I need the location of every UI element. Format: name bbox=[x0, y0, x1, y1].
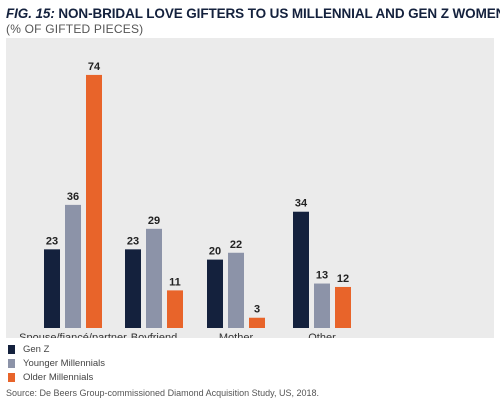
category-labels-group: Spouse/fiancé/partner Boyfriend Mother Othe… bbox=[19, 332, 336, 338]
bar-spouse-fianc-partner-younger-millennials bbox=[65, 204, 81, 328]
chart-subtitle: (% OF GIFTED PIECES) bbox=[6, 22, 144, 36]
bar-mother-older-millennials bbox=[249, 317, 265, 328]
value-label-boyfriend-older-millennials: 11 bbox=[169, 276, 181, 288]
legend-label-older-millennials: Older Millennials bbox=[23, 371, 94, 383]
bar-mother-gen-z bbox=[207, 259, 223, 328]
value-label-spouse-fianc-partner-gen-z: 23 bbox=[46, 235, 58, 247]
bar-spouse-fianc-partner-gen-z bbox=[44, 249, 60, 328]
category-label-other: Other bbox=[308, 332, 336, 338]
legend-swatch-gen-z bbox=[8, 344, 15, 354]
value-label-spouse-fianc-partner-younger-millennials: 36 bbox=[67, 191, 79, 203]
bar-other-gen-z bbox=[293, 211, 309, 328]
bar-spouse-fianc-partner-older-millennials bbox=[86, 74, 102, 328]
bar-mother-younger-millennials bbox=[228, 252, 244, 328]
bar-boyfriend-older-millennials bbox=[167, 290, 183, 328]
legend-label-younger-millennials: Younger Millennials bbox=[23, 357, 106, 369]
legend-swatch-older-millennials bbox=[8, 372, 15, 382]
value-label-other-gen-z: 34 bbox=[295, 198, 308, 210]
bar-boyfriend-gen-z bbox=[125, 249, 141, 328]
legend-swatch-younger-millennials bbox=[8, 358, 15, 368]
legend-item-gen-z: Gen Z bbox=[8, 343, 105, 355]
category-label-mother: Mother bbox=[219, 332, 254, 338]
value-label-other-older-millennials: 12 bbox=[337, 273, 349, 285]
source-note: Source: De Beers Group-commissioned Diam… bbox=[6, 388, 319, 398]
value-label-spouse-fianc-partner-older-millennials: 74 bbox=[88, 61, 101, 73]
chart-panel: 23 36 74 23 29 11 20 22 3 34 13 12 Spouse/fiancé/pa… bbox=[6, 38, 494, 338]
bars-group bbox=[44, 74, 351, 328]
bar-other-older-millennials bbox=[335, 286, 351, 328]
value-labels-group: 23 36 74 23 29 11 20 22 3 34 13 12 bbox=[46, 61, 349, 316]
legend: Gen Z Younger Millennials Older Millennial… bbox=[8, 343, 105, 385]
value-label-boyfriend-gen-z: 23 bbox=[127, 235, 139, 247]
legend-label-gen-z: Gen Z bbox=[23, 343, 50, 355]
category-label-spouse-fianc-partner: Spouse/fiancé/partner bbox=[19, 332, 127, 338]
figure-number: FIG. 15: bbox=[6, 6, 55, 21]
value-label-mother-gen-z: 20 bbox=[209, 246, 221, 258]
legend-item-younger-millennials: Younger Millennials bbox=[8, 357, 105, 369]
value-label-boyfriend-younger-millennials: 29 bbox=[148, 215, 160, 227]
value-label-other-younger-millennials: 13 bbox=[316, 270, 328, 282]
title-text: NON-BRIDAL LOVE GIFTERS TO US MILLENNIAL… bbox=[58, 6, 500, 21]
bar-chart: 23 36 74 23 29 11 20 22 3 34 13 12 Spouse/fiancé/pa… bbox=[19, 61, 351, 338]
bar-other-younger-millennials bbox=[314, 283, 330, 328]
bar-boyfriend-younger-millennials bbox=[146, 228, 162, 328]
legend-item-older-millennials: Older Millennials bbox=[8, 371, 105, 383]
chart-title: FIG. 15: NON-BRIDAL LOVE GIFTERS TO US M… bbox=[6, 6, 500, 21]
value-label-mother-older-millennials: 3 bbox=[254, 304, 260, 316]
category-label-boyfriend: Boyfriend bbox=[131, 332, 177, 338]
value-label-mother-younger-millennials: 22 bbox=[230, 239, 242, 251]
